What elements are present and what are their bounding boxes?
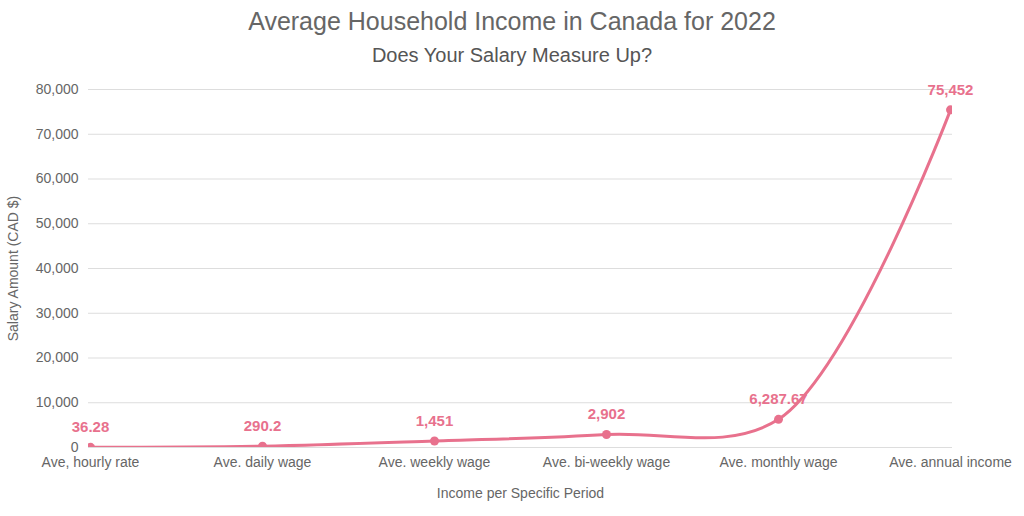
svg-text:30,000: 30,000 xyxy=(36,305,79,321)
html-text:Does Your Salary Measure Up?: Does Your Salary Measure Up? xyxy=(371,44,653,66)
svg-text:Ave. daily wage: Ave. daily wage xyxy=(214,454,312,470)
svg-text:Ave. bi-weekly wage: Ave. bi-weekly wage xyxy=(543,454,671,470)
svg-text:Income per Specific Period: Income per Specific Period xyxy=(437,485,604,501)
svg-text:40,000: 40,000 xyxy=(36,260,79,276)
svg-text:Ave, hourly rate: Ave, hourly rate xyxy=(42,454,140,470)
svg-text:70,000: 70,000 xyxy=(36,126,79,142)
html-text:Average Household Income in Ca: Average Household Income in Canada for 2… xyxy=(248,7,776,35)
svg-text:0: 0 xyxy=(71,439,79,455)
svg-text:Ave. annual income: Ave. annual income xyxy=(889,454,1012,470)
svg-text:Ave. monthly wage: Ave. monthly wage xyxy=(719,454,837,470)
svg-text:2,902: 2,902 xyxy=(588,405,626,422)
svg-text:10,000: 10,000 xyxy=(36,394,79,410)
svg-text:Ave. weekly wage: Ave. weekly wage xyxy=(379,454,491,470)
svg-text:290.2: 290.2 xyxy=(244,417,282,434)
svg-text:1,451: 1,451 xyxy=(416,412,454,429)
svg-text:60,000: 60,000 xyxy=(36,170,79,186)
svg-text:36.28: 36.28 xyxy=(72,418,110,435)
svg-text:50,000: 50,000 xyxy=(36,215,79,231)
svg-text:6,287.67: 6,287.67 xyxy=(749,390,807,407)
svg-text:Salary Amount (CAD $): Salary Amount (CAD $) xyxy=(5,196,21,342)
svg-text:20,000: 20,000 xyxy=(36,349,79,365)
svg-text:80,000: 80,000 xyxy=(36,81,79,97)
svg-text:75,452: 75,452 xyxy=(928,81,974,98)
